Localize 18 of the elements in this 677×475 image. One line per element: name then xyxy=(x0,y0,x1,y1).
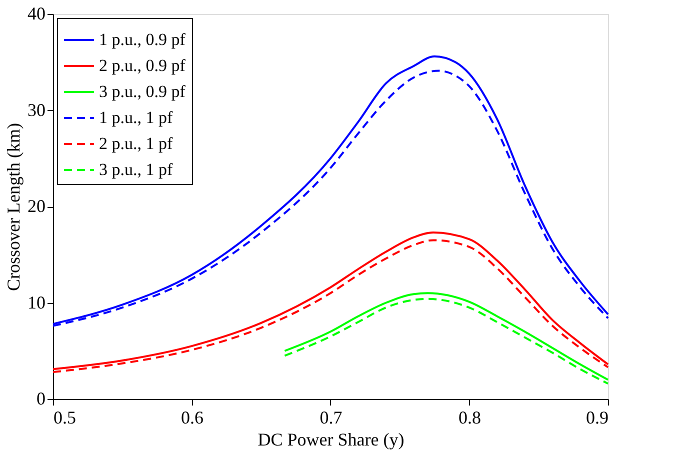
x-tick-label: 0.7 xyxy=(320,408,342,428)
y-tick-label: 30 xyxy=(28,100,46,120)
x-tick-label: 0.9 xyxy=(586,408,608,428)
legend-label: 1 p.u., 1 pf xyxy=(99,108,173,127)
x-axis-title: DC Power Share (y) xyxy=(258,430,404,450)
y-axis-title: Crossover Length (km) xyxy=(4,123,24,291)
x-tick-label: 0.5 xyxy=(54,408,76,428)
y-tick-label: 0 xyxy=(36,388,46,408)
x-tick-label: 0.6 xyxy=(181,408,204,428)
y-tick-label: 20 xyxy=(28,196,46,216)
legend-label: 2 p.u., 1 pf xyxy=(99,134,173,153)
y-tick-label: 40 xyxy=(28,4,46,24)
legend-label: 1 p.u., 0.9 pf xyxy=(99,30,186,49)
legend-label: 3 p.u., 1 pf xyxy=(99,160,173,179)
x-tick-label: 0.8 xyxy=(458,408,481,428)
legend-label: 3 p.u., 0.9 pf xyxy=(99,82,186,101)
y-tick-label: 10 xyxy=(28,292,46,312)
legend-label: 2 p.u., 0.9 pf xyxy=(99,56,186,75)
